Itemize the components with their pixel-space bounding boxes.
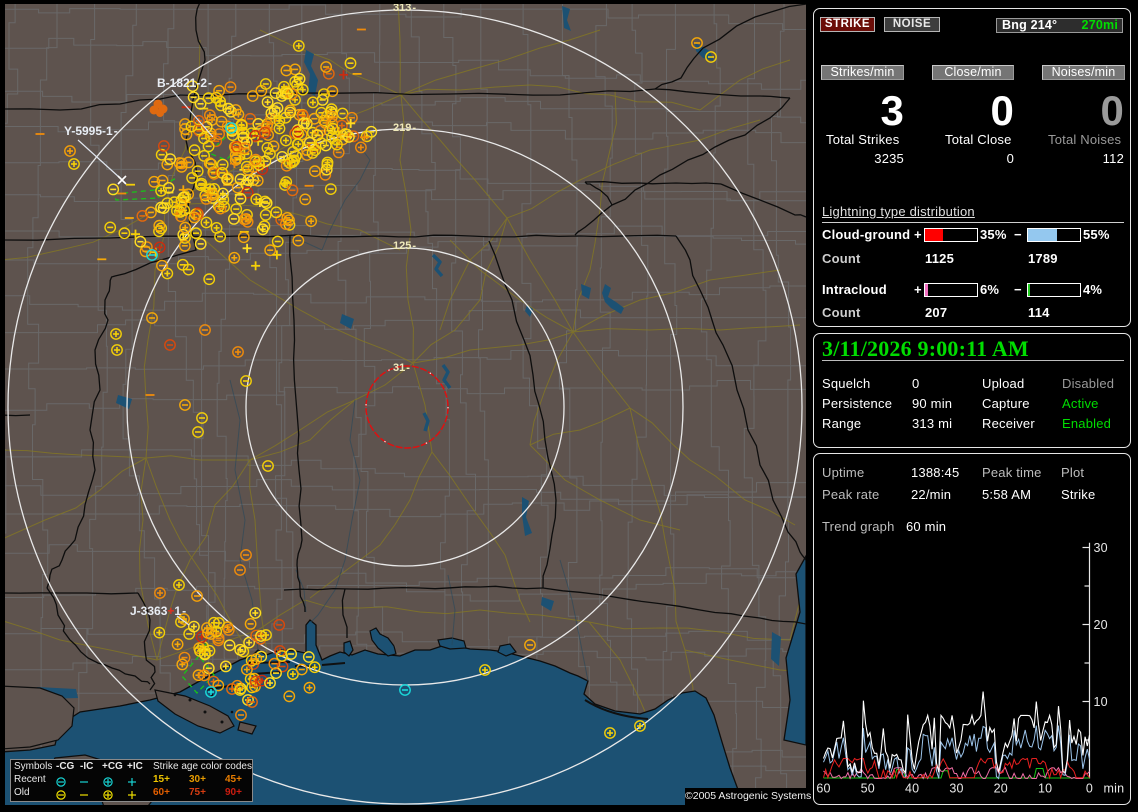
svg-text:J-3363+1-: J-3363+1- <box>130 604 186 618</box>
svg-text:20: 20 <box>994 782 1008 796</box>
svg-text:Y-5995-1-: Y-5995-1- <box>64 124 118 138</box>
svg-text:50: 50 <box>861 782 875 796</box>
svg-text:min: min <box>1104 782 1125 796</box>
svg-text:40: 40 <box>905 782 919 796</box>
svg-text:B-1821-2-: B-1821-2- <box>157 76 212 90</box>
svg-text:60: 60 <box>816 782 830 796</box>
svg-text:30: 30 <box>949 782 963 796</box>
svg-text:313-: 313- <box>393 4 416 14</box>
svg-text:20: 20 <box>1094 618 1108 632</box>
svg-text:10: 10 <box>1038 782 1052 796</box>
svg-text:30: 30 <box>1094 541 1108 555</box>
svg-text:219-: 219- <box>393 122 416 134</box>
svg-text:10: 10 <box>1094 695 1108 709</box>
svg-text:31-: 31- <box>393 362 410 374</box>
svg-text:0: 0 <box>1086 782 1093 796</box>
svg-text:125-: 125- <box>393 240 416 252</box>
